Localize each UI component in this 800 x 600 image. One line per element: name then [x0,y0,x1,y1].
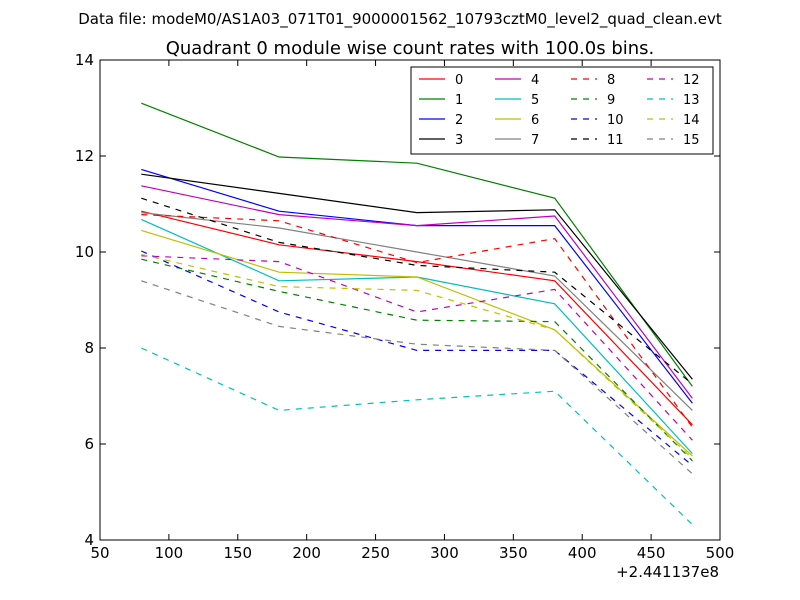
series-line-5 [141,218,693,455]
x-tick-label: 400 [568,544,597,562]
series-line-15 [141,280,693,475]
legend-label-0: 0 [455,73,463,88]
y-tick-label: 8 [84,339,94,357]
legend-label-11: 11 [607,133,624,148]
y-tick-label: 6 [84,435,94,453]
legend-label-13: 13 [683,93,700,108]
series-line-13 [141,347,693,526]
series-line-8 [141,214,693,428]
legend-label-6: 6 [531,113,539,128]
legend-label-15: 15 [683,133,700,148]
y-tick-label: 10 [75,243,94,261]
legend-label-3: 3 [455,133,463,148]
chart-suptitle: Data file: modeM0/AS1A03_071T01_90000015… [78,10,722,29]
x-tick-label: 100 [155,544,184,562]
x-tick-label: 300 [430,544,459,562]
legend-label-8: 8 [607,73,615,88]
x-tick-label: 50 [90,544,109,562]
legend-label-5: 5 [531,93,539,108]
chart-title: Quadrant 0 module wise count rates with … [166,38,655,59]
series-line-0 [141,210,693,426]
series-line-9 [141,258,693,462]
series-line-12 [141,255,693,441]
legend-label-4: 4 [531,73,539,88]
plot-frame [99,59,721,541]
series-line-14 [141,253,693,459]
y-tick-label: 4 [84,531,94,549]
series-line-10 [141,250,693,467]
series-line-7 [141,212,693,411]
legend-label-14: 14 [683,113,700,128]
x-tick-label: 500 [706,544,735,562]
x-tick-label: 350 [499,544,528,562]
legend-label-7: 7 [531,133,539,148]
series-line-1 [141,102,693,387]
legend-label-1: 1 [455,93,463,108]
x-axis-offset-label: +2.441137e8 [616,563,719,581]
x-tick-label: 150 [223,544,252,562]
series-line-2 [141,168,693,404]
x-tick-label: 200 [292,544,321,562]
y-tick-label: 14 [75,51,94,69]
series-line-4 [141,185,693,399]
series-line-3 [141,173,693,380]
x-tick-label: 450 [637,544,666,562]
legend-label-10: 10 [607,113,624,128]
series-line-6 [141,229,693,457]
series-line-11 [141,197,693,385]
legend-label-9: 9 [607,93,615,108]
legend-label-2: 2 [455,113,463,128]
y-tick-label: 12 [75,147,94,165]
series-layer [141,102,693,526]
legend-label-12: 12 [683,73,700,88]
x-tick-label: 250 [361,544,390,562]
